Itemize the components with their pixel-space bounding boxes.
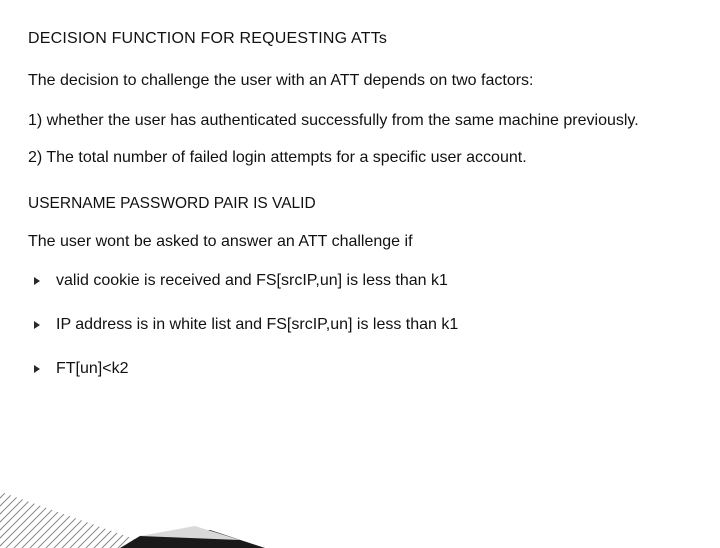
intro-text: The decision to challenge the user with … (28, 70, 692, 92)
slide-title: DECISION FUNCTION FOR REQUESTING ATTs (28, 30, 692, 48)
list-item: IP address is in white list and FS[srcIP… (28, 314, 692, 336)
bullet-text: FT[un]<k2 (56, 360, 128, 377)
bullet-text: valid cookie is received and FS[srcIP,un… (56, 272, 448, 289)
bullet-marker-icon (34, 365, 40, 373)
lead-text: The user wont be asked to answer an ATT … (28, 231, 692, 253)
factor-2: 2) The total number of failed login atte… (28, 147, 692, 169)
bullet-text: IP address is in white list and FS[srcIP… (56, 316, 458, 333)
corner-decoration-icon (0, 458, 270, 548)
bullet-list: valid cookie is received and FS[srcIP,un… (28, 270, 692, 379)
bullet-marker-icon (34, 321, 40, 329)
list-item: valid cookie is received and FS[srcIP,un… (28, 270, 692, 292)
bullet-marker-icon (34, 277, 40, 285)
subheading: USERNAME PASSWORD PAIR IS VALID (28, 195, 692, 213)
list-item: FT[un]<k2 (28, 358, 692, 380)
factor-1: 1) whether the user has authenticated su… (28, 110, 692, 132)
